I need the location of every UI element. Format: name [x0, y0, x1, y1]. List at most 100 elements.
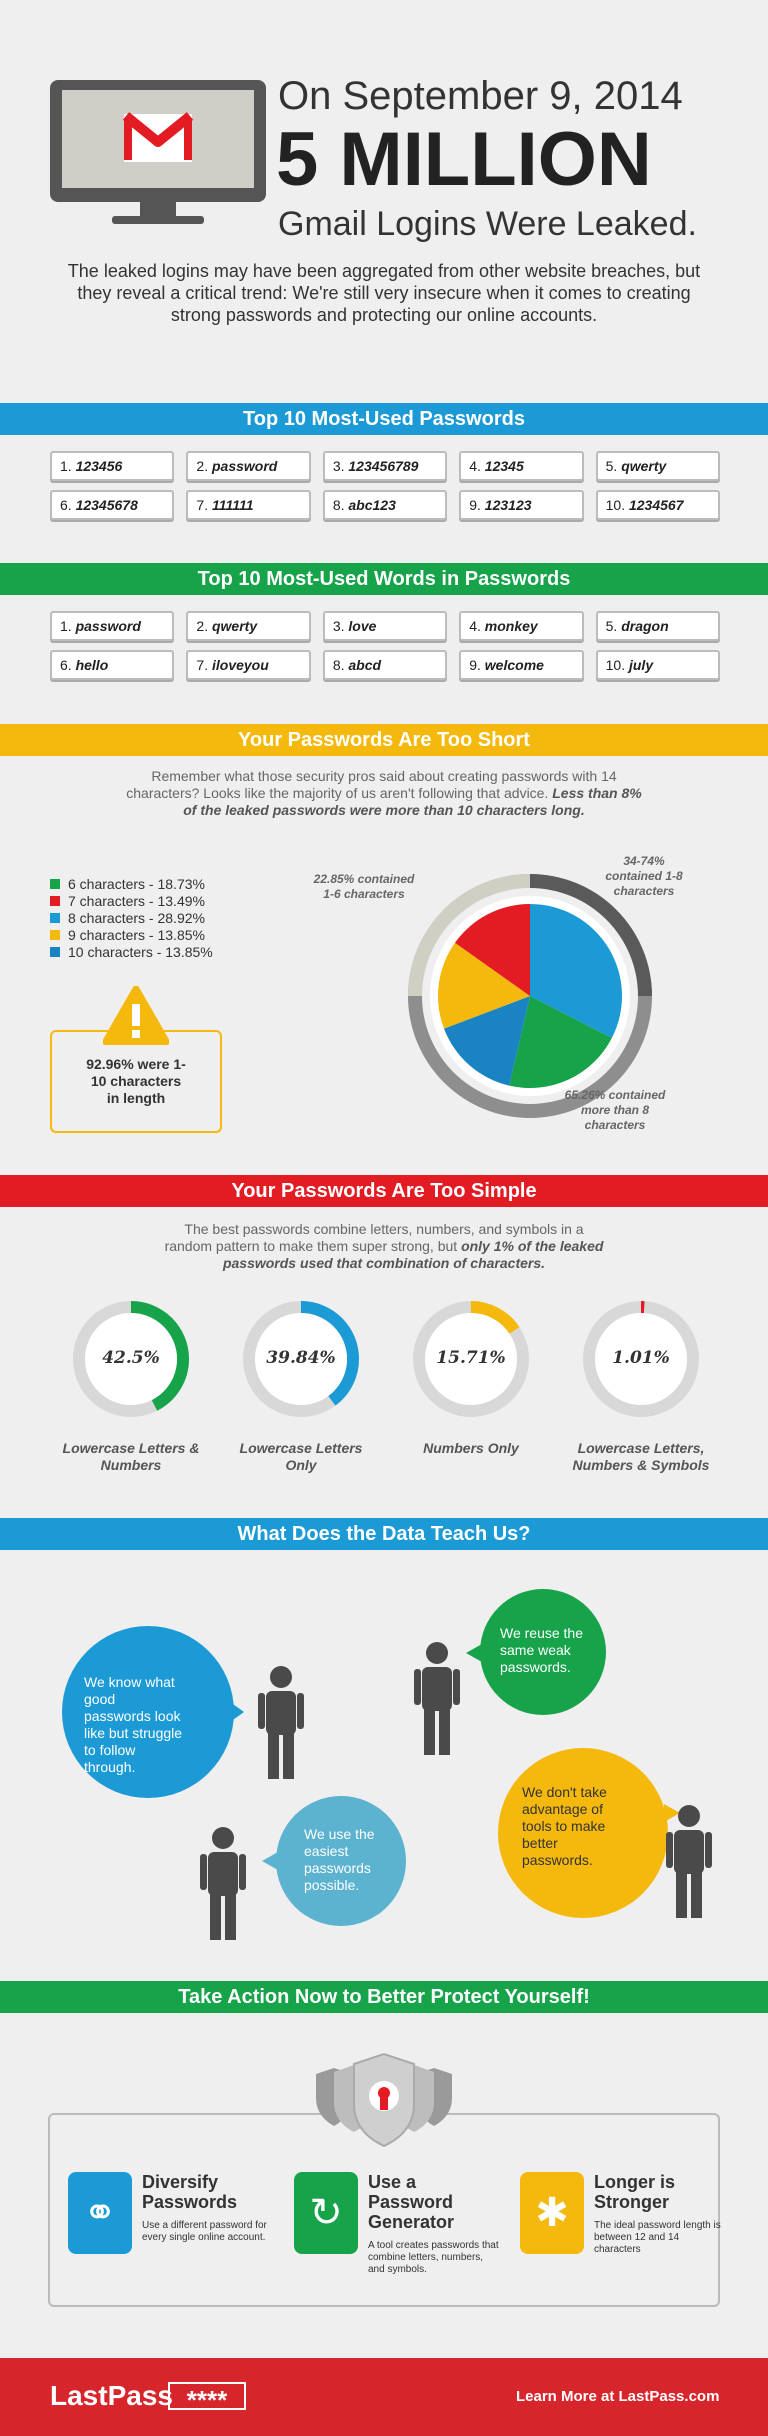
passwords-item: 10. 1234567	[595, 490, 721, 520]
link-icon: ⚭	[68, 2172, 132, 2254]
action-card: ⚭ Diversify Passwords Use a different pass…	[68, 2172, 274, 2272]
legend-item: 6 characters - 18.73%	[50, 875, 213, 892]
gauge-value: 15.71%	[436, 1348, 506, 1368]
length-legend: 6 characters - 18.73% 7 characters - 13.4…	[50, 875, 213, 960]
simple-para-bold: only 1% of the leaked passwords used tha…	[222, 1238, 604, 1271]
passwords-item: 7. 111111	[186, 490, 311, 520]
action-card-content: Use a Password Generator A tool creates p…	[368, 2172, 500, 2276]
gauge: 15.71%	[412, 1300, 530, 1418]
words-row-1: 1. password 2. qwerty 3. love 4. monkey 5. d…	[50, 611, 721, 641]
words-item: 4. monkey	[459, 611, 584, 641]
warning-box	[50, 1030, 222, 1133]
words-item: 2. qwerty	[186, 611, 311, 641]
footer-cta-link[interactable]: Learn More at LastPass.com	[516, 2388, 720, 2405]
callout-left: 22.85% contained 1-6 characters	[313, 872, 415, 901]
action-card-content: Longer is Stronger The ideal password len…	[594, 2172, 726, 2256]
passwords-band: Top 10 Most-Used Passwords	[0, 403, 768, 435]
passwords-item: 9. 123123	[459, 490, 584, 520]
words-item: 1. password	[50, 611, 175, 641]
legend-item: 7 characters - 13.49%	[50, 892, 213, 909]
simple-band: Your Passwords Are Too Simple	[0, 1175, 768, 1207]
words-item: 9. welcome	[459, 650, 584, 680]
action-card-content: Diversify Passwords Use a different passw…	[142, 2172, 274, 2244]
person-icon-4	[666, 1805, 712, 1918]
gauge: 1.01%	[582, 1300, 700, 1418]
legend-label: 9 characters - 13.85%	[68, 926, 205, 943]
words-item: 3. love	[322, 611, 448, 641]
gauge-ring	[73, 1301, 189, 1417]
pie-slice	[443, 996, 530, 1086]
words-row-2: 6. hello 7. iloveyou 8. abcd 9. welcome 10. …	[50, 650, 721, 680]
passwords-item: 8. abc123	[322, 490, 448, 520]
footer-bar	[0, 2358, 768, 2436]
gauge-ring	[243, 1301, 359, 1417]
pie-slice	[454, 904, 530, 996]
teach-band: What Does the Data Teach Us?	[0, 1518, 768, 1550]
length-icon: ✱	[520, 2172, 584, 2254]
passwords-item: 5. qwerty	[595, 451, 721, 481]
passwords-item: 1. 123456	[50, 451, 175, 481]
shield-lock-icon	[316, 2052, 452, 2148]
simple-para-normal: The best passwords combine letters, numb…	[164, 1221, 584, 1254]
header-date: On September 9, 2014	[278, 74, 683, 118]
monitor-icon	[50, 80, 266, 230]
gauge-label: Numbers Only	[423, 1440, 519, 1456]
gauge: 39.84%	[242, 1300, 360, 1418]
gauge-fill	[243, 1301, 359, 1417]
bubble-2-text: We reuse the same weak passwords.	[500, 1625, 584, 1675]
footer-brand: LastPass	[50, 2380, 173, 2411]
gmail-logo	[122, 110, 194, 164]
bubble-3-text: We use the easiest passwords possible.	[304, 1826, 375, 1893]
passwords-item: 6. 12345678	[50, 490, 175, 520]
callout-right: 34-74% contained 1-8 characters	[605, 854, 683, 898]
words-item: 8. abcd	[322, 650, 448, 680]
gauge-center	[425, 1313, 517, 1405]
passwords-row-2: 6. 12345678 7. 111111 8. abc123 9. 123123 10…	[50, 490, 721, 520]
short-para-normal: Remember what those security pros said a…	[126, 768, 617, 801]
legend-swatch	[50, 946, 60, 957]
gauge-fill	[73, 1301, 189, 1417]
gauge-value: 39.84%	[266, 1348, 336, 1368]
legend-label: 8 characters - 28.92%	[68, 909, 205, 926]
passwords-item: 3. 123456789	[322, 451, 448, 481]
callout-bottom: 65.26% contained more than 8 characters	[564, 1088, 666, 1132]
words-band: Top 10 Most-Used Words in Passwords	[0, 563, 768, 595]
legend-label: 7 characters - 13.49%	[68, 892, 205, 909]
legend-swatch	[50, 895, 60, 906]
footer-stars: ****	[168, 2382, 246, 2410]
generator-icon: ↻	[294, 2172, 358, 2254]
pie-slice	[438, 942, 530, 1029]
legend-swatch	[50, 878, 60, 889]
legend-item: 8 characters - 28.92%	[50, 909, 213, 926]
short-para-bold: Less than 8% of the leaked passwords wer…	[183, 785, 642, 818]
bubble-4: We don't take advantage of tools to make…	[498, 1748, 668, 1918]
gauge: 42.5%	[72, 1300, 190, 1418]
action-card-title: Diversify Passwords	[142, 2172, 238, 2212]
warning-icon	[102, 985, 170, 1046]
gauge-ring	[413, 1301, 529, 1417]
words-item: 5. dragon	[595, 611, 721, 641]
gauge-value: 1.01%	[612, 1348, 670, 1368]
words-item: 7. iloveyou	[186, 650, 311, 680]
legend-swatch	[50, 912, 60, 923]
words-item: 6. hello	[50, 650, 175, 680]
gauge-label: Lowercase Letters, Numbers & Symbols	[572, 1440, 710, 1473]
legend-item: 9 characters - 13.85%	[50, 926, 213, 943]
gauge-center	[595, 1313, 687, 1405]
words-item: 10. july	[595, 650, 721, 680]
legend-swatch	[50, 929, 60, 940]
person-icon-3	[200, 1827, 246, 1940]
bubble-1-text: We know what good passwords look like bu…	[84, 1674, 183, 1775]
legend-item: 10 characters - 13.85%	[50, 943, 213, 960]
legend-label: 6 characters - 18.73%	[68, 875, 205, 892]
short-paragraph: Remember what those security pros said a…	[120, 768, 648, 819]
action-card-title: Longer is Stronger	[594, 2172, 676, 2212]
header-big-number: 5 MILLION	[276, 117, 652, 202]
simple-paragraph: The best passwords combine letters, numb…	[164, 1221, 604, 1272]
passwords-row-1: 1. 123456 2. password 3. 123456789 4. 12345…	[50, 451, 721, 481]
passwords-item: 2. password	[186, 451, 311, 481]
bubble-3: We use the easiest passwords possible.	[276, 1796, 406, 1926]
person-icon-1	[258, 1666, 304, 1779]
gauge-ring	[583, 1301, 699, 1417]
action-card-text: Use a different password for every singl…	[142, 2220, 267, 2243]
